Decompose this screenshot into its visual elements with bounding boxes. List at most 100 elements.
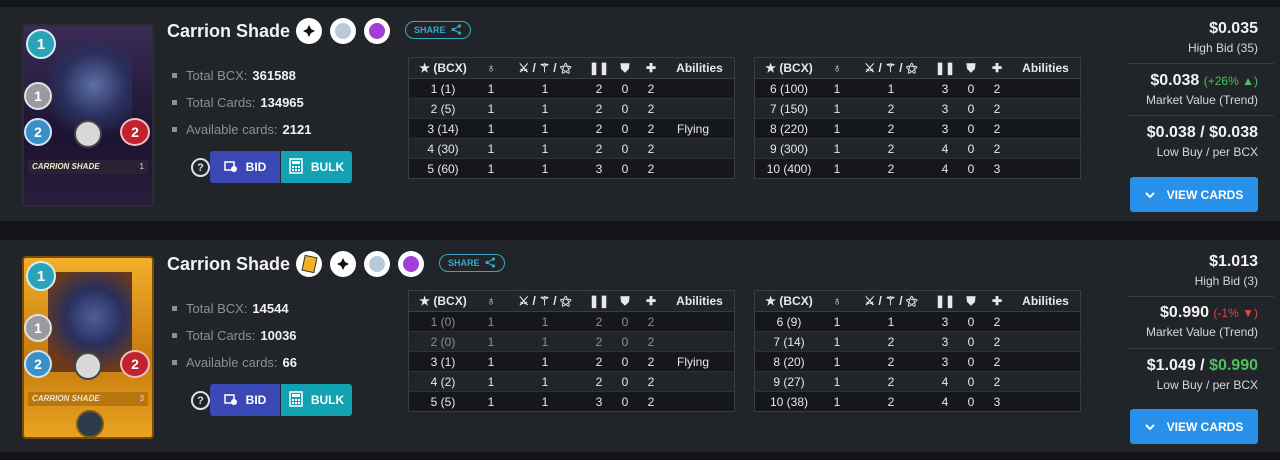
- share-button[interactable]: SHARE: [405, 21, 471, 39]
- health-cell: 2: [637, 351, 665, 372]
- attack-cell: 1: [505, 391, 585, 412]
- attack-cell: 1: [851, 78, 931, 99]
- attack-cell: 1: [505, 351, 585, 372]
- mana-cell: 1: [477, 118, 505, 139]
- view-cards-button[interactable]: VIEW CARDS: [1130, 177, 1258, 212]
- bid-button[interactable]: BID: [210, 151, 280, 183]
- death-element-icon: [398, 251, 424, 277]
- level-row: 6 (100) 1 1 3 0 2: [754, 78, 1081, 99]
- level-bcx-cell: 3 (14): [408, 118, 477, 139]
- speed-cell: 2: [585, 371, 613, 392]
- mana-cell: 1: [477, 78, 505, 99]
- speed-badge: 2: [24, 118, 52, 146]
- chevron-down-icon: [1144, 420, 1155, 434]
- attack-cell: 2: [851, 391, 931, 412]
- melee-attack-badge: 1: [24, 314, 52, 342]
- speed-cell: 2: [585, 138, 613, 159]
- abilities-header: Abilities: [1011, 290, 1081, 312]
- help-icon[interactable]: ?: [191, 158, 210, 177]
- level-row: 1 (0) 1 1 2 0 2: [408, 311, 735, 332]
- health-cell: 2: [637, 311, 665, 332]
- attack-cell: 1: [505, 98, 585, 119]
- ability-cell: [665, 311, 735, 332]
- card-image[interactable]: 1 1 2 2 CARRION SHADE 1: [22, 24, 154, 207]
- ability-cell: [1011, 118, 1081, 139]
- ability-cell: Flying: [665, 351, 735, 372]
- mana-cell: 1: [477, 371, 505, 392]
- mana-cell: 1: [477, 311, 505, 332]
- speed-cell: 4: [931, 158, 959, 179]
- health-cell: 2: [983, 371, 1011, 392]
- level-bcx-cell: 6 (100): [754, 78, 823, 99]
- attack-cell: 1: [505, 331, 585, 352]
- health-cell: 2: [637, 158, 665, 179]
- bulk-button[interactable]: BULK: [281, 384, 352, 416]
- mana-cell: 1: [823, 98, 851, 119]
- level-row: 9 (27) 1 2 4 0 2: [754, 371, 1081, 392]
- speed-badge: 2: [24, 350, 52, 378]
- mana-icon: ♁: [823, 290, 851, 312]
- mana-cell: 1: [477, 391, 505, 412]
- health-cell: 2: [983, 331, 1011, 352]
- mana-icon: ♁: [477, 290, 505, 312]
- per-bcx-value: $0.990: [1209, 357, 1258, 374]
- ability-cell: [1011, 331, 1081, 352]
- mana-cell: 1: [823, 351, 851, 372]
- total-cards-value: 10036: [260, 328, 297, 343]
- armor-icon: ⛊: [959, 290, 983, 312]
- total-cards-value: 134965: [260, 95, 304, 110]
- ability-cell: [665, 158, 735, 179]
- armor-cell: 0: [959, 371, 983, 392]
- level-row: 8 (20) 1 2 3 0 2: [754, 351, 1081, 372]
- available-cards-value: 2121: [282, 122, 312, 137]
- ability-cell: [665, 78, 735, 99]
- ability-cell: [1011, 78, 1081, 99]
- level-bcx-cell: 8 (220): [754, 118, 823, 139]
- level-bcx-cell: 10 (38): [754, 391, 823, 412]
- bulk-button[interactable]: BULK: [281, 151, 352, 183]
- speed-cell: 4: [931, 391, 959, 412]
- card-name-banner: CARRION SHADE: [28, 392, 148, 406]
- health-cell: 3: [983, 158, 1011, 179]
- view-cards-button[interactable]: VIEW CARDS: [1130, 409, 1258, 444]
- armor-cell: 0: [959, 311, 983, 332]
- card-image[interactable]: 1 1 2 2 CARRION SHADE 3: [22, 256, 154, 439]
- share-button[interactable]: SHARE: [439, 254, 505, 272]
- high-bid-value: $1.013: [1209, 253, 1258, 270]
- level-table-right: ★ (BCX) ♁ ⚔ / ⚚ / ⚝ ❚❚ ⛊ ✚ Abilities 6 (…: [754, 57, 1081, 179]
- high-bid: $0.035 High Bid (35): [1188, 20, 1258, 55]
- level-bcx-cell: 9 (300): [754, 138, 823, 159]
- card-stats: Total BCX: 14544 Total Cards: 10036 Availa…: [172, 295, 297, 376]
- available-cards-value: 66: [282, 355, 298, 370]
- speed-cell: 2: [585, 311, 613, 332]
- level-bcx-cell: 5 (60): [408, 158, 477, 179]
- card-title: Carrion Shade: [167, 21, 291, 41]
- level-row: 2 (0) 1 1 2 0 2: [408, 331, 735, 352]
- speed-icon: ❚❚: [931, 290, 959, 312]
- armor-cell: 0: [613, 311, 637, 332]
- card-level: 3: [139, 394, 144, 403]
- bid-button[interactable]: BID: [210, 384, 280, 416]
- armor-cell: 0: [613, 391, 637, 412]
- speed-cell: 3: [931, 118, 959, 139]
- level-bcx-cell: 2 (5): [408, 98, 477, 119]
- mana-cell: 1: [823, 118, 851, 139]
- help-icon[interactable]: ?: [191, 391, 210, 410]
- level-row: 10 (400) 1 2 4 0 3: [754, 158, 1081, 179]
- armor-cell: 0: [959, 158, 983, 179]
- ability-cell: [1011, 98, 1081, 119]
- share-icon: [450, 23, 462, 37]
- high-bid-label: High Bid (35): [1187, 41, 1258, 55]
- attack-cell: 2: [851, 351, 931, 372]
- health-icon: ✚: [637, 290, 665, 312]
- level-row: 9 (300) 1 2 4 0 2: [754, 138, 1081, 159]
- total-cards-row: Total Cards: 10036: [172, 322, 297, 349]
- trend-up-icon: ▲: [1242, 74, 1254, 88]
- calculator-icon: [289, 390, 303, 410]
- mana-cell: 1: [823, 371, 851, 392]
- edition-gem-icon: [76, 410, 104, 437]
- ability-cell: [665, 371, 735, 392]
- level-row: 6 (9) 1 1 3 0 2: [754, 311, 1081, 332]
- ability-cell: [1011, 138, 1081, 159]
- armor-cell: 0: [613, 158, 637, 179]
